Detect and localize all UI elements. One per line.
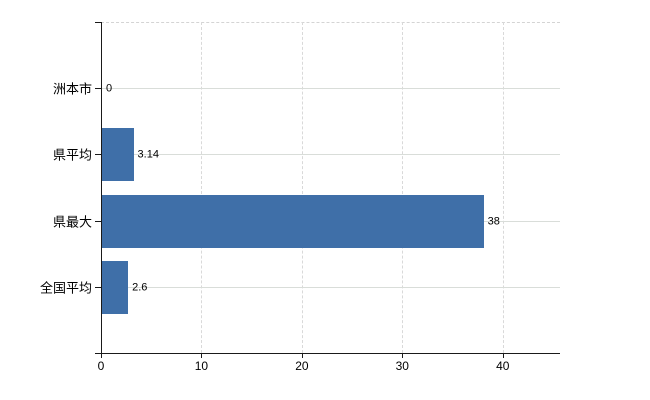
x-axis-line (95, 353, 560, 354)
y-axis-top-tick-mark (95, 22, 101, 23)
x-tick-label: 30 (395, 359, 409, 373)
horizontal-gridline (101, 286, 560, 288)
vertical-gridline (201, 22, 203, 353)
category-label: 県最大 (52, 214, 92, 230)
y-axis-tick-mark (95, 88, 101, 90)
category-label: 洲本市 (52, 81, 92, 97)
x-axis-tick-mark (201, 353, 203, 358)
bar (102, 260, 129, 314)
y-axis-tick-mark (95, 220, 101, 222)
bar (102, 194, 484, 248)
category-label: 県平均 (52, 147, 92, 163)
x-tick-label: 40 (496, 359, 510, 373)
x-axis-tick-mark (502, 353, 504, 358)
bar-value-label: 2.6 (132, 281, 148, 294)
horizontal-gridline (101, 154, 560, 156)
x-axis-tick-mark (101, 353, 102, 358)
x-axis-tick-mark (402, 353, 404, 358)
bar-value-label: 3.14 (137, 148, 159, 161)
x-tick-label: 0 (97, 359, 105, 373)
y-axis-line (101, 22, 102, 354)
x-tick-label: 20 (295, 359, 309, 373)
y-axis-tick-mark (95, 154, 101, 156)
horizontal-gridline (101, 88, 560, 90)
plot-top-border (101, 22, 560, 23)
x-axis-tick-mark (301, 353, 303, 358)
vertical-gridline (301, 22, 303, 353)
bar (102, 128, 134, 182)
vertical-gridline (402, 22, 404, 353)
category-label: 全国平均 (39, 280, 92, 296)
x-tick-label: 10 (194, 359, 209, 373)
y-axis-tick-mark (95, 286, 101, 288)
vertical-gridline (502, 22, 504, 353)
bar-value-label: 38 (487, 215, 500, 228)
bar-value-label: 0 (106, 82, 113, 95)
